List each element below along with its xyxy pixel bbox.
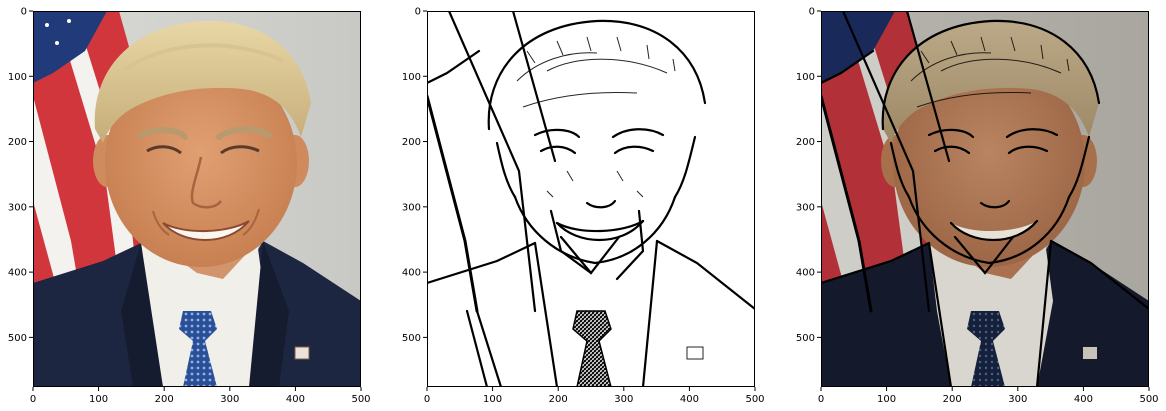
- x-tick-label: 400: [286, 394, 305, 405]
- y-tick-label: 500: [402, 333, 421, 344]
- y-tick-label: 400: [796, 268, 815, 279]
- x-tick-label: 500: [351, 394, 370, 405]
- edge-map-panel: 0 100 200 300 400 500 0 100 200 300 400 500: [402, 7, 765, 406]
- x-tick-label: 500: [745, 394, 764, 405]
- x-tick-label: 100: [483, 394, 502, 405]
- y-tick-label: 0: [21, 7, 27, 18]
- y-tick-label: 500: [796, 333, 815, 344]
- cartoon-overlay-panel: 0 100 200 300 400 500 0 100 200 300 400 500: [796, 7, 1159, 406]
- y-tick-label: 0: [415, 7, 421, 18]
- x-tick-label: 0: [30, 394, 36, 405]
- x-tick-label: 200: [943, 394, 962, 405]
- axes-frame: [821, 11, 1149, 387]
- y-tick-label: 300: [402, 202, 421, 213]
- y-tick-label: 200: [402, 137, 421, 148]
- y-tick-label: 200: [8, 137, 27, 148]
- y-tick-label: 400: [8, 268, 27, 279]
- y-tick-label: 100: [8, 72, 27, 83]
- axes-frame: [33, 11, 361, 387]
- y-tick-label: 500: [8, 333, 27, 344]
- x-tick-label: 0: [424, 394, 430, 405]
- x-tick-label: 200: [549, 394, 568, 405]
- x-tick-label: 500: [1139, 394, 1158, 405]
- x-tick-label: 400: [680, 394, 699, 405]
- y-tick-label: 300: [8, 202, 27, 213]
- y-tick-label: 100: [796, 72, 815, 83]
- original-image-panel: 0 100 200 300 400 500 0 100 200 300 400 500: [8, 7, 371, 406]
- x-tick-label: 0: [818, 394, 824, 405]
- x-tick-label: 400: [1074, 394, 1093, 405]
- x-tick-label: 200: [155, 394, 174, 405]
- x-tick-label: 300: [220, 394, 239, 405]
- y-tick-label: 300: [796, 202, 815, 213]
- x-tick-label: 300: [1008, 394, 1027, 405]
- y-tick-label: 0: [809, 7, 815, 18]
- axes-frame: [427, 11, 755, 387]
- x-tick-label: 300: [614, 394, 633, 405]
- edge-map-panel-image: [427, 11, 755, 387]
- y-tick-label: 400: [402, 268, 421, 279]
- cartoon-overlay-panel-image: [821, 11, 1149, 387]
- y-tick-label: 200: [796, 137, 815, 148]
- x-tick-label: 100: [877, 394, 896, 405]
- original-image-panel-image: [33, 11, 361, 387]
- y-tick-label: 100: [402, 72, 421, 83]
- x-tick-label: 100: [89, 394, 108, 405]
